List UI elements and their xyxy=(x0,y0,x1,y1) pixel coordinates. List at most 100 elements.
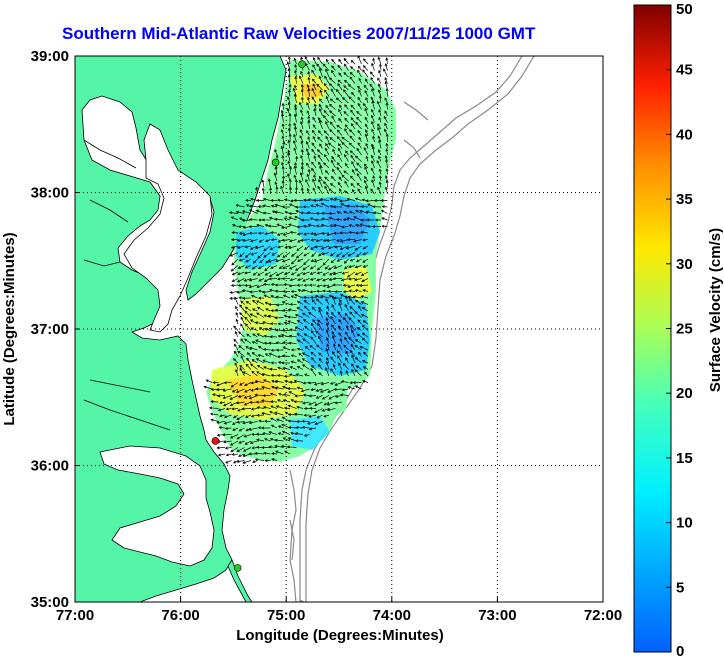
velocity-arrow xyxy=(333,197,343,201)
river-potomac xyxy=(83,139,171,431)
velocity-arrow xyxy=(301,312,310,318)
velocity-arrow xyxy=(339,199,349,203)
velocity-arrow xyxy=(328,77,336,84)
velocity-arrow xyxy=(336,124,343,130)
velocity-arrow xyxy=(271,252,278,256)
velocity-arrow xyxy=(243,395,252,399)
velocity-arrow xyxy=(315,211,323,215)
velocity-arrow xyxy=(358,77,362,84)
velocity-arrow xyxy=(381,217,388,221)
velocity-arrow xyxy=(350,109,356,117)
velocity-arrow xyxy=(354,344,362,351)
velocity-arrow xyxy=(252,271,258,276)
velocity-arrow xyxy=(248,427,258,431)
y-axis-label: Latitude (Degrees:Minutes) xyxy=(1,232,18,425)
velocity-arrow xyxy=(251,446,258,450)
velocity-arrow xyxy=(249,204,258,208)
velocity-arrow xyxy=(300,140,304,149)
velocity-arrow xyxy=(313,174,317,182)
velocity-arrow xyxy=(384,63,388,71)
velocity-arrow xyxy=(268,431,278,435)
velocity-arrow xyxy=(289,302,297,306)
velocity-arrow xyxy=(325,68,330,78)
velocity-arrow xyxy=(274,148,278,156)
velocity-arrow xyxy=(249,290,258,294)
velocity-arrow xyxy=(263,327,271,331)
velocity-arrow xyxy=(271,380,278,383)
velocity-arrow xyxy=(378,95,382,104)
velocity-arrow xyxy=(269,245,278,250)
velocity-arrow xyxy=(251,359,258,364)
velocity-arrow xyxy=(357,319,362,325)
velocity-arrow xyxy=(274,316,284,320)
velocity-arrow xyxy=(276,252,284,258)
velocity-arrow xyxy=(354,289,362,293)
velocity-arrow xyxy=(238,427,245,432)
velocity-arrow xyxy=(341,388,349,392)
velocity-arrow xyxy=(317,319,323,325)
velocity-arrow xyxy=(325,170,330,175)
velocity-arrow xyxy=(316,289,323,293)
velocity-arrow xyxy=(275,405,284,409)
velocity-arrow xyxy=(328,271,336,276)
velocity-arrow xyxy=(377,56,382,65)
velocity-arrow xyxy=(288,239,297,243)
velocity-arrow xyxy=(329,83,336,91)
velocity-arrow xyxy=(231,258,239,266)
velocity-arrow xyxy=(354,385,362,390)
velocity-arrow xyxy=(378,69,382,78)
velocity-arrow xyxy=(257,205,265,209)
velocity-arrow xyxy=(296,319,304,325)
velocity-arrow xyxy=(270,204,278,208)
velocity-arrow xyxy=(250,239,258,243)
velocity-arrow xyxy=(303,406,310,411)
velocity-arrow xyxy=(351,329,356,338)
velocity-arrow xyxy=(236,238,245,242)
velocity-arrow xyxy=(287,315,297,319)
velocity-arrow xyxy=(378,63,382,71)
velocity-arrow xyxy=(274,379,284,383)
velocity-arrow xyxy=(330,258,336,264)
x-axis-ticks: 77:00 76:00 75:00 74:00 73:00 72:00 xyxy=(56,597,622,624)
velocity-arrow xyxy=(203,385,213,390)
velocity-arrow xyxy=(308,312,317,318)
velocity-arrow xyxy=(233,358,239,364)
velocity-arrow xyxy=(223,421,232,425)
velocity-arrow xyxy=(300,238,310,242)
velocity-arrow xyxy=(306,151,310,162)
velocity-arrow xyxy=(359,284,369,288)
velocity-arrow xyxy=(302,381,310,385)
velocity-arrow xyxy=(326,305,330,312)
velocity-arrow xyxy=(222,433,232,437)
velocity-arrow xyxy=(323,162,330,169)
velocity-arrow xyxy=(267,314,278,318)
velocity-arrow xyxy=(309,406,317,410)
velocity-arrow xyxy=(350,66,356,71)
velocity-arrow xyxy=(255,209,265,214)
velocity-arrow xyxy=(249,313,258,318)
velocity-arrow xyxy=(300,96,304,104)
velocity-arrow xyxy=(369,71,375,78)
velocity-arrow xyxy=(250,414,258,418)
velocity-arrow xyxy=(274,386,284,390)
velocity-arrow xyxy=(294,69,298,78)
velocity-arrow xyxy=(256,300,265,305)
velocity-arrow xyxy=(324,147,330,156)
speed-region-blue-f xyxy=(290,416,330,450)
velocity-arrow xyxy=(362,366,369,370)
velocity-arrow xyxy=(224,426,232,430)
colorbar-tick-label: 25 xyxy=(676,321,693,338)
velocity-arrow xyxy=(287,413,297,417)
velocity-arrow xyxy=(358,351,362,357)
velocity-arrow xyxy=(336,252,343,257)
velocity-arrow xyxy=(251,370,258,377)
velocity-arrow xyxy=(242,296,252,300)
velocity-arrow xyxy=(316,265,323,271)
velocity-arrow xyxy=(370,188,375,195)
velocity-arrow xyxy=(355,258,362,263)
velocity-arrow xyxy=(312,64,317,71)
velocity-arrow xyxy=(275,450,284,455)
velocity-arrow xyxy=(293,113,297,123)
velocity-arrow xyxy=(331,69,336,78)
velocity-arrow xyxy=(311,148,317,156)
